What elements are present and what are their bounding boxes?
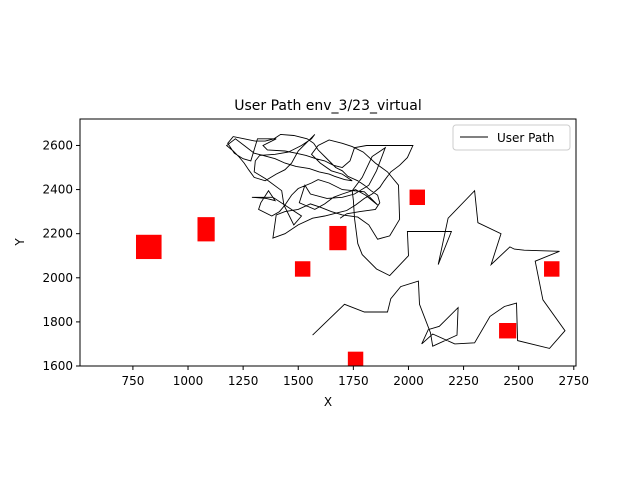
- legend-box: [452, 124, 571, 151]
- chart-title: User Path env_3/23_virtual: [234, 98, 422, 114]
- x-tick-label: 1750: [338, 374, 369, 388]
- y-tick-label: 2200: [42, 227, 73, 241]
- obstacle-marker-5: [409, 189, 425, 206]
- obstacle-marker-7: [499, 322, 517, 339]
- obstacles-layer: [135, 189, 560, 366]
- x-tick-label: 1000: [173, 374, 204, 388]
- x-tick-label: 1250: [228, 374, 259, 388]
- y-tick-label: 2600: [42, 138, 73, 152]
- y-tick-label: 1600: [42, 359, 73, 373]
- x-axis-label: X: [324, 395, 332, 409]
- x-tick-label: 2000: [393, 374, 424, 388]
- plot-frame: [79, 118, 577, 367]
- obstacle-marker-4: [294, 261, 311, 277]
- obstacle-marker-8: [544, 261, 560, 277]
- obstacle-marker-2: [197, 217, 215, 242]
- y-tick-label: 2400: [42, 183, 73, 197]
- series-line-user-path: [225, 133, 566, 349]
- legend-label-user-path: User Path: [497, 131, 555, 145]
- x-tick-label: 2250: [448, 374, 479, 388]
- y-axis-ticks: 1600 1800 2000 2200 2400 2600: [42, 138, 80, 373]
- obstacle-marker-1: [135, 234, 162, 260]
- path-layer: [225, 133, 566, 349]
- x-tick-label: 2500: [503, 374, 534, 388]
- legend: User Path: [452, 124, 571, 151]
- obstacle-marker-6: [347, 351, 364, 366]
- x-tick-label: 1500: [283, 374, 314, 388]
- y-axis-label: Y: [13, 238, 27, 247]
- x-axis-ticks: 750 1000 1250 1500 1750 2000 2250 2500 2750: [121, 366, 589, 388]
- x-tick-label: 2750: [559, 374, 590, 388]
- y-tick-label: 1800: [42, 315, 73, 329]
- obstacle-marker-3: [329, 225, 347, 251]
- x-tick-label: 750: [121, 374, 144, 388]
- y-tick-label: 2000: [42, 271, 73, 285]
